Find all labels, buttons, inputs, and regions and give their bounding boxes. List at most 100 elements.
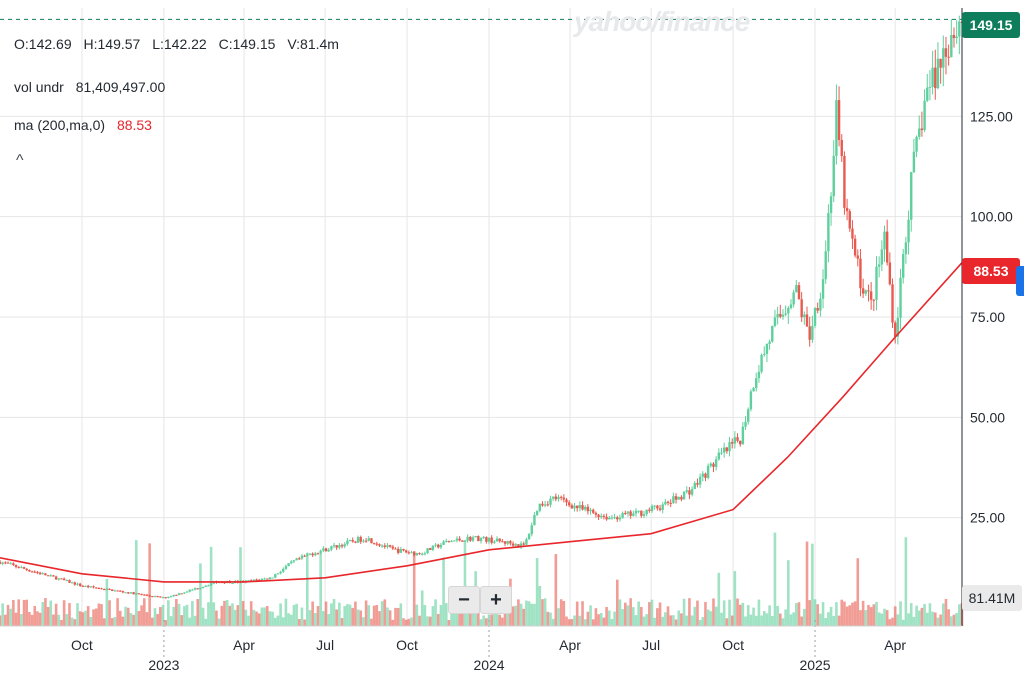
candle-body	[314, 553, 317, 556]
volume-bar	[615, 579, 619, 626]
volume-bar	[444, 603, 448, 626]
volume-bar	[89, 617, 93, 626]
candle-body	[322, 548, 325, 551]
x-tick-label: Oct	[396, 637, 418, 653]
candle-body	[757, 371, 761, 379]
candle-body	[936, 58, 940, 89]
candle-body	[375, 543, 378, 545]
volume-bar	[533, 603, 536, 626]
candle-body	[816, 308, 819, 311]
volume-bar	[605, 606, 608, 626]
volume-bar	[143, 598, 146, 626]
candle-body	[105, 588, 109, 590]
candle-body	[910, 172, 913, 220]
volume-bar	[856, 558, 860, 626]
candle-body	[38, 572, 42, 575]
candle-body	[348, 540, 352, 542]
volume-bar	[859, 610, 862, 626]
volume-bar	[428, 616, 432, 626]
volume-bar	[137, 611, 141, 626]
volume-bar	[450, 609, 453, 626]
candle-body	[92, 586, 95, 588]
volume-bar	[28, 611, 31, 626]
candle-body	[338, 545, 341, 548]
volume-bar	[76, 603, 79, 626]
candle-body	[535, 510, 539, 516]
candle-body	[437, 544, 440, 548]
volume-bar	[869, 607, 873, 626]
candle-body	[113, 590, 117, 592]
candle-body	[327, 549, 330, 552]
candle-body	[143, 594, 146, 596]
candle-body	[733, 437, 737, 444]
candle-body	[928, 87, 932, 89]
volume-bar	[252, 609, 256, 626]
candle-body	[955, 36, 958, 39]
candle-body	[148, 595, 151, 597]
candle-body	[672, 496, 675, 504]
volume-bar	[175, 598, 178, 626]
zoom-out-button[interactable]: −	[448, 586, 480, 614]
candle-body	[209, 583, 213, 586]
volume-bar	[816, 604, 819, 626]
candle-body	[73, 582, 77, 585]
open-value: O:142.69	[14, 36, 72, 52]
candle-body	[565, 499, 568, 503]
volume-bar	[471, 604, 475, 626]
volume-bar	[885, 610, 889, 626]
candle-body	[645, 509, 648, 515]
volume-bar	[284, 598, 288, 626]
volume-bar	[535, 558, 539, 626]
volume-bar	[519, 603, 523, 626]
candle-body	[781, 314, 785, 317]
volume-bar	[589, 605, 592, 626]
volume-bar	[33, 606, 37, 626]
candle-body	[62, 578, 66, 581]
candle-body	[864, 290, 867, 294]
volume-bar	[311, 601, 314, 626]
candle-body	[335, 545, 338, 548]
candle-body	[340, 545, 344, 547]
candle-body	[447, 540, 451, 542]
candle-body	[290, 561, 293, 564]
volume-bar	[915, 605, 918, 626]
candle-body	[821, 279, 825, 299]
volume-bar	[501, 617, 504, 626]
x-tick-label: Apr	[233, 637, 255, 653]
candle-body	[127, 592, 130, 594]
volume-bar	[308, 610, 312, 626]
volume-bar	[634, 615, 638, 626]
volume-bar	[466, 607, 469, 626]
volume-bar	[431, 606, 435, 626]
volume-bar	[199, 563, 202, 626]
volume-bar	[746, 605, 750, 626]
candle-body	[674, 496, 678, 500]
volume-bar	[164, 619, 167, 626]
candle-body	[412, 552, 416, 556]
vol-label: vol undr	[14, 79, 64, 95]
candle-body	[4, 562, 7, 564]
x-tick-label: Apr	[884, 637, 906, 653]
volume-bar	[792, 612, 795, 626]
candle-body	[495, 538, 499, 542]
candle-body	[65, 580, 69, 582]
x-tick-label: Oct	[722, 637, 744, 653]
candle-body	[899, 277, 902, 318]
volume-bar	[594, 608, 598, 626]
candle-body	[642, 514, 646, 516]
candle-body	[511, 543, 515, 546]
volume-bar	[372, 605, 376, 626]
candle-body	[111, 589, 114, 591]
candle-body	[231, 583, 234, 585]
volume-bar	[904, 537, 908, 626]
volume-bar	[354, 601, 357, 626]
x-tick-label: 2025	[799, 657, 830, 673]
side-panel-toggle[interactable]	[1016, 266, 1024, 296]
volume-bar	[193, 615, 197, 626]
candle-body	[634, 510, 638, 514]
zoom-in-button[interactable]: +	[480, 586, 512, 614]
chevron-up-icon[interactable]: ^	[16, 152, 24, 169]
volume-bar	[54, 603, 58, 626]
volume-bar	[156, 614, 159, 626]
